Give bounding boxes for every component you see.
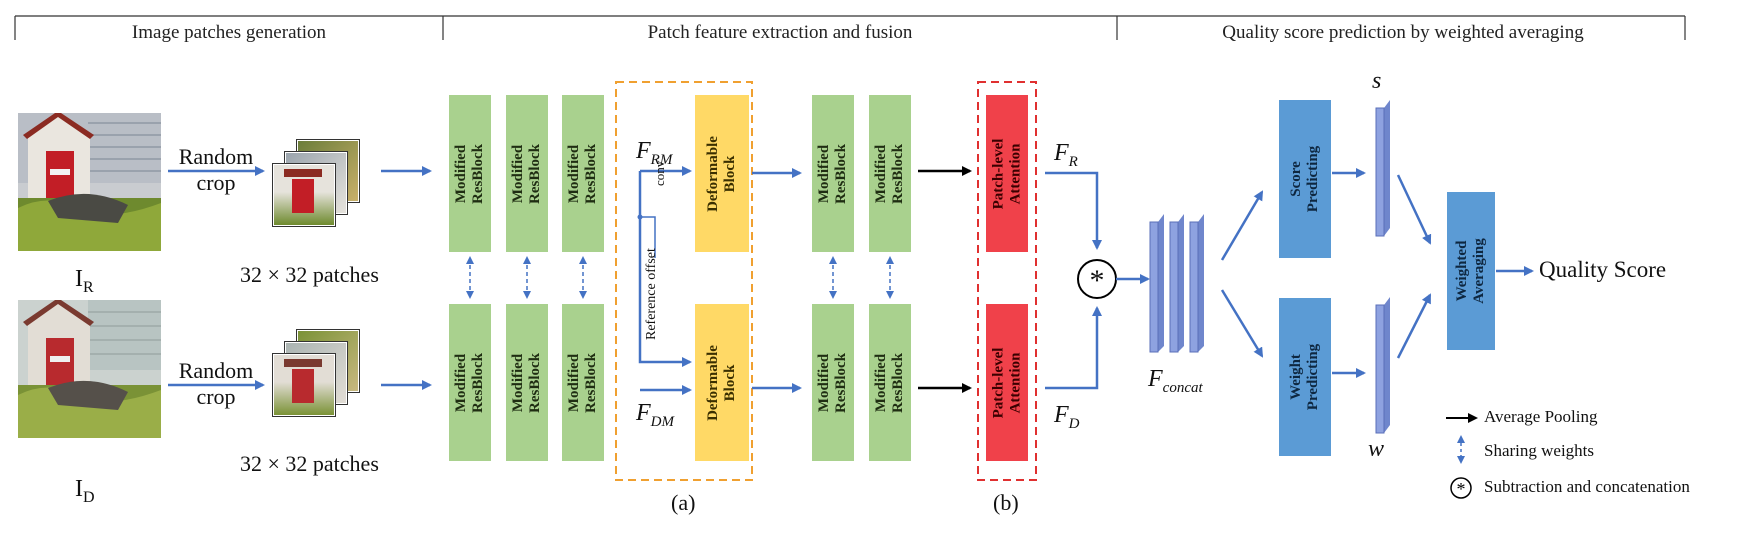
resblock-bottom-4: Modified ResBlock <box>812 304 854 461</box>
weight-predicting-block: Weight Predicting <box>1279 298 1331 456</box>
f-r-label: FR <box>1054 140 1078 170</box>
legend-sharing-weights: Sharing weights <box>1484 441 1595 460</box>
resblock-top-5: Modified ResBlock <box>869 95 911 252</box>
resblock-top-4: Modified ResBlock <box>812 95 854 252</box>
distorted-image-label: ID <box>75 476 95 506</box>
resblock-bottom-1: Modified ResBlock <box>449 304 491 461</box>
legend-star-icon <box>1450 477 1472 499</box>
score-predicting-block: Score Predicting <box>1279 100 1331 258</box>
patches-caption-bottom: 32 × 32 patches <box>240 451 379 476</box>
legend-subtraction-concat: Subtraction and concatenation <box>1484 477 1690 496</box>
resblock-bottom-2: Modified ResBlock <box>506 304 548 461</box>
svg-text:*: * <box>1457 479 1466 499</box>
weight-vector-bar <box>1375 297 1390 434</box>
quality-score-label: Quality Score <box>1539 257 1667 282</box>
section-header-lines <box>14 15 1686 40</box>
resblock-top-3: Modified ResBlock <box>562 95 604 252</box>
resblock-top-1: Modified ResBlock <box>449 95 491 252</box>
section-title-patch-generation: Image patches generation <box>131 22 327 43</box>
w-label: w <box>1368 436 1385 462</box>
f-rm-label: FRM <box>636 138 673 168</box>
resblock-bottom-5: Modified ResBlock <box>869 304 911 461</box>
legend-average-pooling: Average Pooling <box>1484 407 1598 426</box>
patch-attention-top: Patch-level Attention <box>986 95 1028 252</box>
random-crop-label-bottom: Random crop <box>178 358 254 409</box>
f-d-label: FD <box>1054 402 1080 432</box>
frame-b <box>977 81 1037 481</box>
s-label: s <box>1372 68 1382 94</box>
f-dm-label: FDM <box>636 400 674 430</box>
resblock-top-2: Modified ResBlock <box>506 95 548 252</box>
patch-attention-bottom: Patch-level Attention <box>986 304 1028 461</box>
f-concat-label: Fconcat <box>1148 366 1203 396</box>
section-title-feature-extraction: Patch feature extraction and fusion <box>647 22 913 43</box>
distorted-image <box>18 300 161 438</box>
concat-feature-bars <box>1149 214 1204 353</box>
section-title-quality-prediction: Quality score prediction by weighted ave… <box>1222 22 1584 43</box>
weighted-averaging-block: Weighted Averaging <box>1447 192 1495 350</box>
frame-a <box>615 81 753 481</box>
resblock-bottom-3: Modified ResBlock <box>562 304 604 461</box>
score-vector-bar <box>1375 100 1390 237</box>
reference-image-label: IR <box>75 266 94 296</box>
reference-offset-label: Reference offset <box>644 248 659 340</box>
part-a-label: (a) <box>671 490 696 515</box>
random-crop-label-top: Random crop <box>178 144 254 195</box>
conv-label: conv <box>652 160 667 186</box>
reference-image <box>18 113 161 251</box>
subtraction-concat-star: * <box>1089 264 1105 297</box>
deformable-block-top: Deformable Block <box>695 95 749 252</box>
patches-caption-top: 32 × 32 patches <box>240 262 379 287</box>
deformable-block-bottom: Deformable Block <box>695 304 749 461</box>
part-b-label: (b) <box>993 490 1019 515</box>
